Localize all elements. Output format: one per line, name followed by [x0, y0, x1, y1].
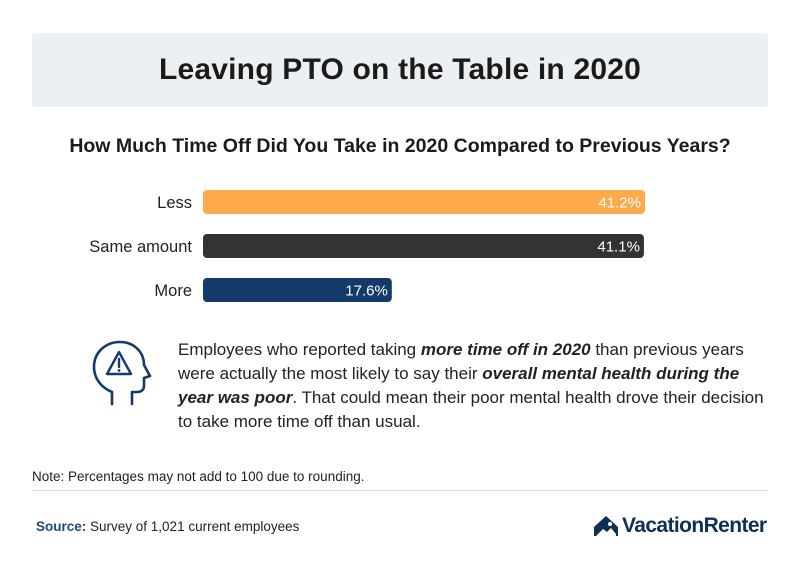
bar-chart: Less 41.2% Same amount 41.1% More 17.6%: [89, 190, 645, 302]
category-label: Same amount: [89, 238, 192, 256]
value-label: 17.6%: [345, 283, 388, 300]
title-banner: Leaving PTO on the Table in 2020: [32, 33, 768, 107]
callout: Employees who reported taking more time …: [88, 338, 768, 438]
bar: [203, 234, 644, 258]
source-label: Source:: [36, 519, 87, 534]
brand-logo: VacationRenter: [592, 513, 767, 539]
footnote: Note: Percentages may not add to 100 due…: [32, 469, 365, 484]
house-logo-icon: [594, 516, 618, 536]
chart-title: How Much Time Off Did You Take in 2020 C…: [69, 135, 731, 157]
category-label: More: [154, 282, 192, 300]
value-label: 41.2%: [598, 195, 641, 212]
logo-text: VacationRenter: [622, 514, 767, 537]
callout-segment: . That could mean their poor mental heal…: [178, 388, 764, 431]
page-title: Leaving PTO on the Table in 2020: [158, 53, 642, 86]
footer-divider: [32, 490, 768, 491]
source-text: Survey of 1,021 current employees: [86, 519, 300, 534]
callout-text: Employees who reported taking more time …: [178, 338, 768, 434]
bar: [203, 278, 392, 302]
value-label: 41.1%: [597, 239, 640, 256]
bar: [203, 190, 645, 214]
category-label: Less: [157, 194, 192, 212]
callout-highlight: overall mental health during the year wa…: [178, 364, 740, 407]
callout-segment: than previous years were actually the mo…: [178, 340, 744, 383]
source-line: Source: Survey of 1,021 current employee…: [36, 519, 299, 534]
callout-highlight: more time off in 2020: [420, 340, 591, 359]
callout-segment: Employees who reported taking: [178, 340, 421, 359]
head-warning-icon: [92, 340, 152, 406]
